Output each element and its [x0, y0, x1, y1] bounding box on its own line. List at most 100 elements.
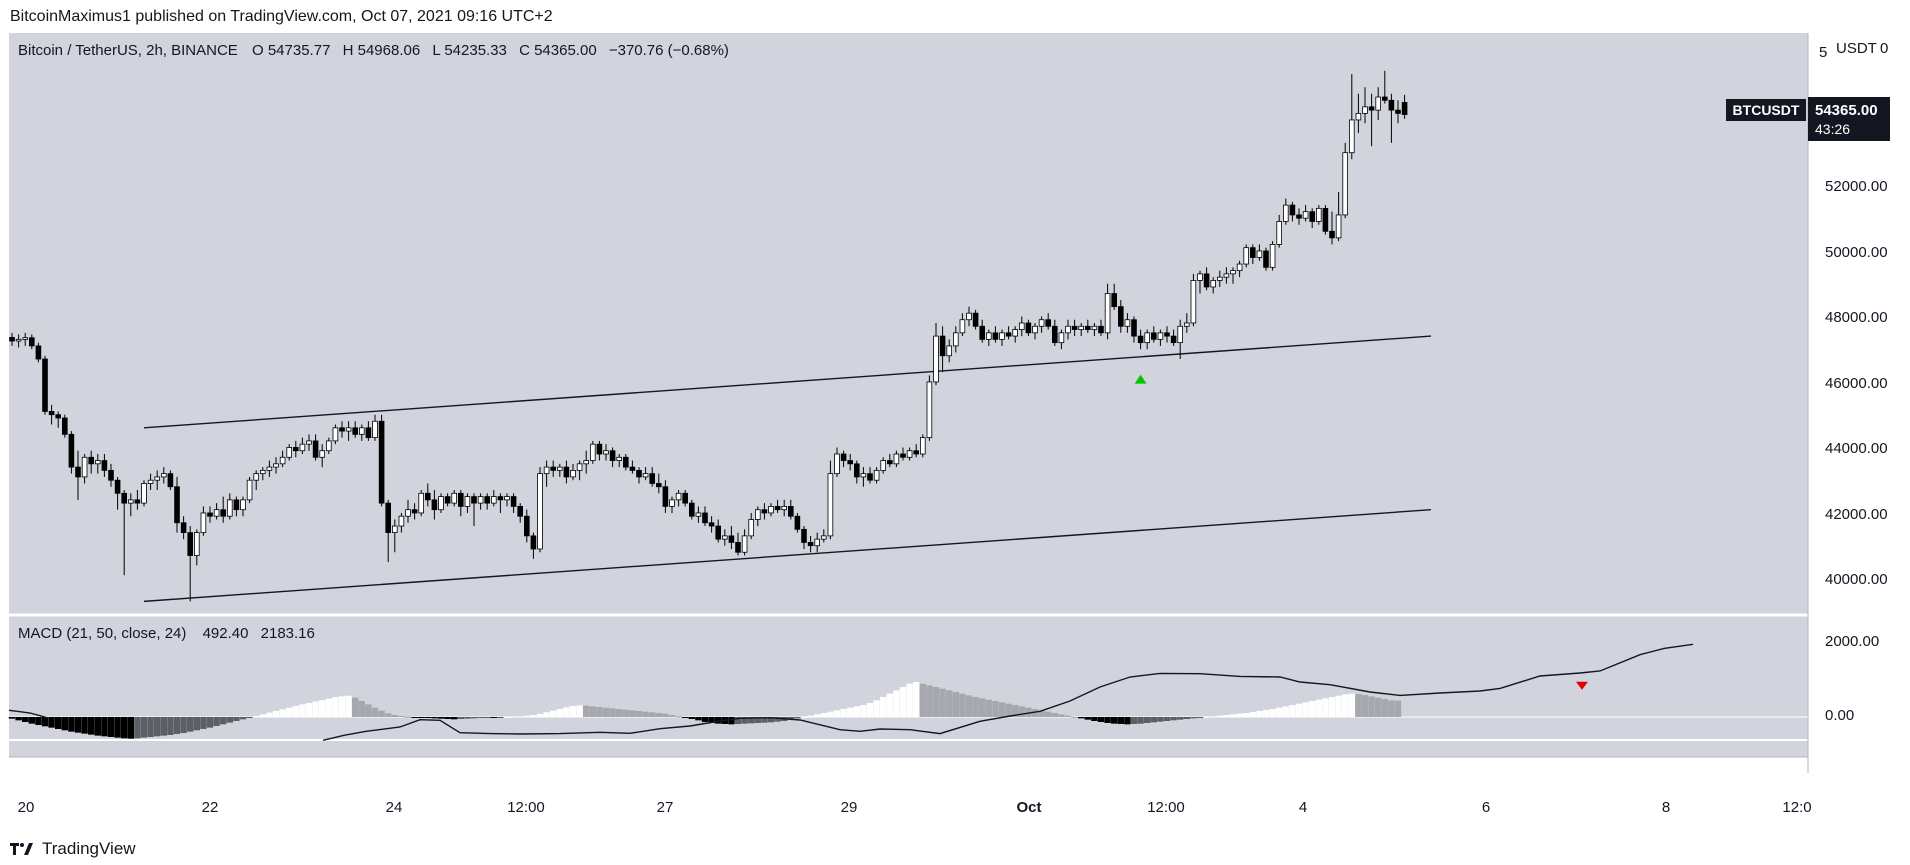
- candle-body: [312, 440, 319, 458]
- macd-histogram-bar: [1276, 707, 1283, 717]
- macd-histogram-bar: [1104, 717, 1111, 723]
- price-scale[interactable]: 5 USDT 0 40000.00 42000.00 44000.00 4600…: [1819, 40, 1888, 588]
- macd-histogram-bar: [602, 707, 610, 717]
- symbol-legend[interactable]: Bitcoin / TetherUS, 2h, BINANCE O 54735.…: [18, 42, 729, 59]
- candle-body: [504, 496, 510, 501]
- macd-histogram-bar: [358, 701, 365, 717]
- last-price-value: 54365.00: [1815, 102, 1878, 119]
- candle-body: [1316, 207, 1322, 222]
- macd-histogram-bar: [338, 696, 346, 717]
- candle-body: [28, 337, 35, 347]
- time-tick: 20: [18, 799, 35, 816]
- macd-histogram-bar: [979, 698, 986, 717]
- macd-histogram-bar: [1018, 706, 1025, 717]
- candle-body: [1368, 106, 1375, 111]
- candle-body: [722, 535, 728, 540]
- low-value: 54235.33: [444, 42, 507, 59]
- candle-body: [1375, 96, 1382, 111]
- candle-body: [1401, 102, 1408, 115]
- candle-body: [332, 427, 339, 442]
- macd-histogram-bar: [35, 717, 42, 725]
- candle-body: [1098, 325, 1104, 334]
- macd-histogram-bar: [107, 717, 115, 737]
- macd-histogram-bar: [444, 717, 451, 719]
- candle-body: [1190, 280, 1197, 324]
- macd-histogram-bar: [655, 713, 662, 717]
- candle-body: [1012, 329, 1018, 337]
- macd-histogram-bar: [81, 717, 88, 734]
- candle-body: [761, 509, 768, 514]
- macd-scale[interactable]: 2000.00 0.00: [1825, 633, 1879, 724]
- candle-body: [345, 427, 352, 432]
- candle-body: [821, 535, 827, 540]
- macd-histogram-bar: [728, 717, 735, 725]
- candle-body: [992, 332, 999, 340]
- candle-body: [174, 486, 180, 524]
- candle-body: [81, 456, 88, 478]
- price-tick: 42000.00: [1825, 506, 1888, 523]
- macd-histogram-bar: [1269, 709, 1276, 717]
- candle-body: [583, 460, 589, 465]
- macd-histogram-bar: [497, 717, 504, 718]
- candle-body: [411, 509, 418, 514]
- price-tick: 50000.00: [1825, 244, 1888, 261]
- time-axis-background: [9, 757, 1808, 797]
- macd-histogram-bar: [286, 707, 293, 717]
- macd-histogram-bar: [1117, 717, 1124, 724]
- macd-histogram-bar: [886, 693, 893, 717]
- candle-body: [537, 473, 543, 550]
- candle-body: [457, 492, 464, 507]
- candle-body: [497, 496, 504, 501]
- macd-histogram-bar: [1216, 715, 1223, 717]
- candle-body: [1071, 325, 1078, 330]
- candle-body: [1355, 113, 1362, 121]
- price-tick: 48000.00: [1825, 309, 1888, 326]
- macd-histogram-bar: [140, 717, 148, 738]
- candle-body: [114, 479, 121, 494]
- macd-histogram-bar: [998, 702, 1006, 717]
- macd-histogram-bar: [1157, 717, 1164, 722]
- candle-body: [966, 312, 972, 321]
- candle-body: [656, 483, 662, 488]
- macd-histogram-bar: [715, 717, 722, 724]
- macd-histogram-bar: [965, 695, 973, 717]
- time-scale[interactable]: 20 22 24 12:00 27 29 Oct 12:00 4 6 8 12:…: [18, 799, 1812, 816]
- macd-plot[interactable]: [8, 643, 1808, 741]
- macd-histogram-bar: [649, 712, 656, 717]
- candle-body: [1078, 325, 1085, 330]
- candle-body: [1131, 319, 1137, 337]
- candle-body: [339, 427, 345, 432]
- last-price-tag: BTCUSDT 54365.00 43:26: [1726, 97, 1890, 141]
- macd-histogram-bar: [952, 692, 959, 717]
- candle-body: [1230, 270, 1236, 275]
- macd-histogram-bar: [1190, 717, 1197, 719]
- macd-legend[interactable]: MACD (21, 50, close, 24) 492.40 2183.16: [18, 625, 315, 642]
- candle-body: [62, 417, 68, 435]
- candle-body: [999, 332, 1005, 340]
- candle-body: [847, 460, 853, 465]
- candle-body: [715, 525, 721, 540]
- macd-histogram-bar: [1315, 699, 1322, 717]
- macd-histogram-bar: [1045, 711, 1052, 717]
- macd-histogram-bar: [1078, 717, 1085, 719]
- candle-body: [22, 337, 28, 340]
- candle-body: [1289, 204, 1296, 216]
- candle-body: [477, 496, 484, 504]
- chart-area[interactable]: 5 USDT 0 40000.00 42000.00 44000.00 4600…: [0, 33, 1910, 832]
- macd-signal-line: [322, 643, 1694, 741]
- time-tick: 29: [841, 799, 858, 816]
- candle-body: [490, 496, 497, 504]
- macd-histogram-bar: [160, 717, 167, 736]
- candle-body: [768, 505, 774, 514]
- candle-body: [1276, 221, 1283, 245]
- candle-body: [299, 443, 306, 452]
- macd-histogram-bar: [847, 707, 854, 717]
- macd-histogram-bar: [1111, 717, 1118, 724]
- candle-body: [147, 479, 154, 484]
- candle-body: [325, 440, 332, 452]
- price-plot[interactable]: [9, 70, 1432, 603]
- candle-body: [570, 469, 576, 478]
- macd-histogram-bar: [827, 711, 834, 717]
- candle-body: [1032, 325, 1038, 334]
- macd-histogram-bar: [424, 717, 431, 718]
